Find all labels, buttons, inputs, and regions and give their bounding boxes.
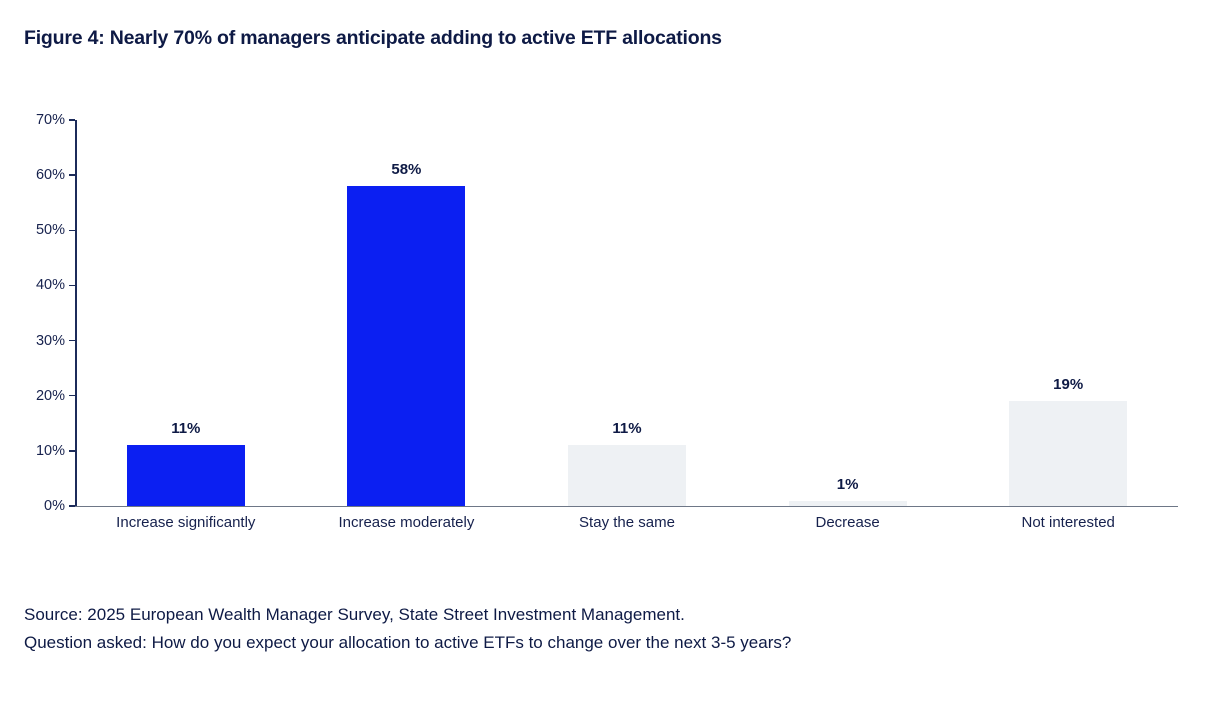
x-axis-category-label: Stay the same — [579, 514, 675, 531]
x-axis-category-label: Increase moderately — [338, 514, 475, 531]
bar-chart: 0% 10% 20% 30% 40% 50% 60% 70% 11% Increase signi… — [36, 112, 1178, 531]
y-axis-tick — [69, 229, 75, 232]
bar-decrease — [788, 500, 907, 506]
question-note: Question asked: How do you expect your a… — [24, 633, 792, 652]
y-axis-line — [75, 120, 77, 506]
y-axis-tick-label: 50% — [35, 222, 65, 239]
bar-value-label: 58% — [391, 161, 422, 179]
bar-stay-the-same — [568, 445, 686, 506]
x-axis-category-label: Not interested — [1021, 514, 1115, 531]
bar-not-interested — [1009, 401, 1128, 506]
y-axis-tick — [69, 450, 75, 452]
y-axis-tick-label: 30% — [35, 332, 65, 349]
y-axis-tick — [69, 505, 75, 507]
bar-value-label: 19% — [1053, 376, 1084, 394]
y-axis-tick — [69, 119, 75, 121]
y-axis-tick — [69, 339, 75, 342]
bar-increase-significantly — [126, 445, 245, 506]
x-axis-baseline — [75, 505, 1178, 507]
bar-value-label: 11% — [612, 420, 642, 438]
bar-value-label: 1% — [836, 475, 859, 493]
y-axis-tick — [69, 174, 75, 176]
bar-increase-moderately — [347, 186, 466, 506]
bar-value-label: 11% — [171, 420, 201, 438]
y-axis-tick-label: 10% — [35, 442, 65, 459]
figure-footnotes: Source: 2025 European Wealth Manager Sur… — [24, 601, 791, 657]
y-axis-tick-label: 0% — [44, 498, 65, 514]
y-axis-tick-label: 60% — [35, 167, 65, 184]
source-note: Source: 2025 European Wealth Manager Sur… — [24, 605, 685, 624]
y-axis-tick-label: 40% — [35, 277, 65, 294]
y-axis-tick — [69, 284, 75, 287]
y-axis-tick — [69, 394, 75, 397]
figure-title: Figure 4: Nearly 70% of managers anticip… — [24, 27, 722, 49]
x-axis-category-label: Increase significantly — [116, 514, 256, 531]
x-axis-category-label: Decrease — [815, 514, 880, 531]
y-axis-tick-label: 70% — [35, 112, 65, 128]
y-axis-tick-label: 20% — [35, 387, 65, 404]
